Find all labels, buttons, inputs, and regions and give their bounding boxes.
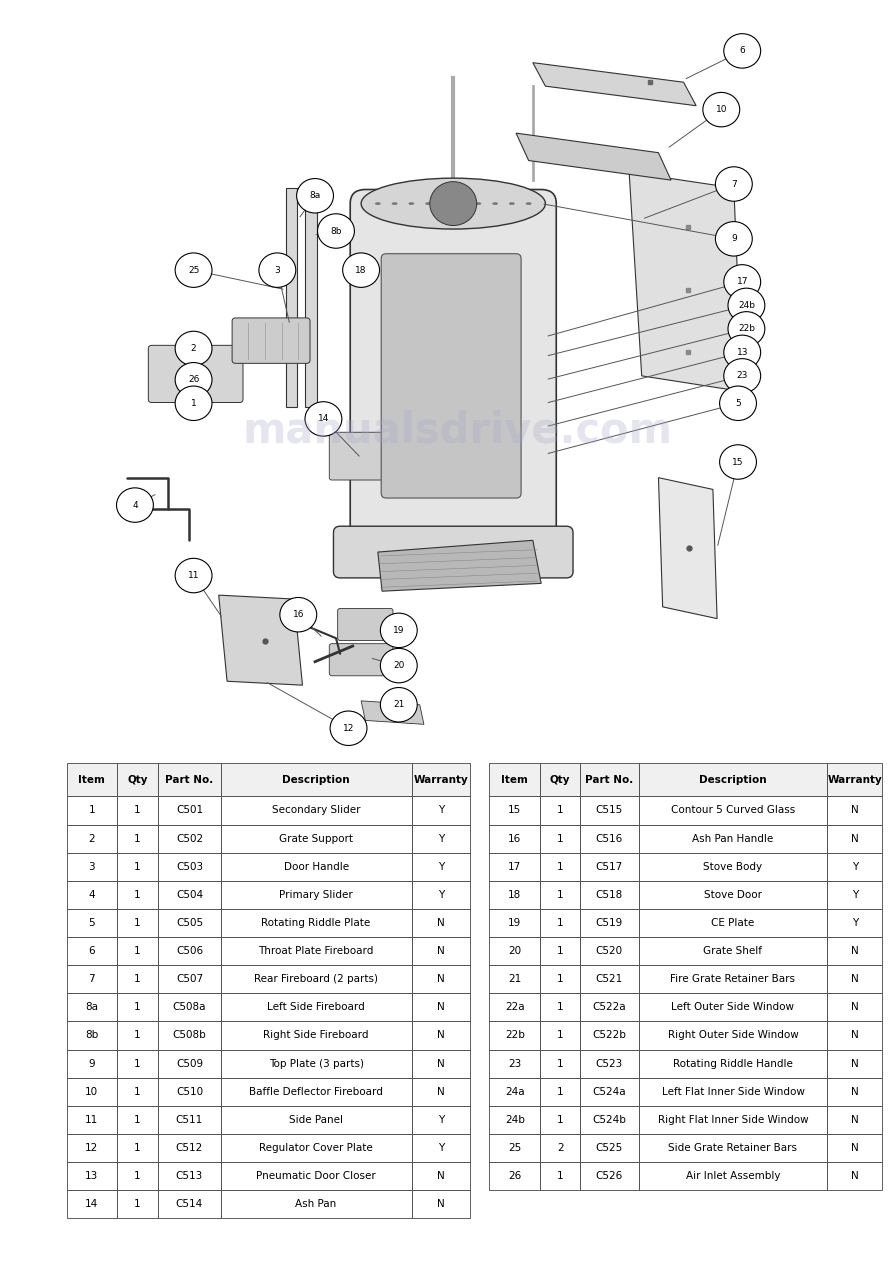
- Polygon shape: [378, 541, 541, 591]
- Circle shape: [430, 182, 477, 226]
- Text: 1: 1: [191, 399, 196, 408]
- Text: 8b: 8b: [330, 226, 342, 235]
- Circle shape: [259, 253, 296, 288]
- Ellipse shape: [375, 202, 380, 205]
- Polygon shape: [219, 595, 303, 685]
- FancyBboxPatch shape: [350, 189, 556, 554]
- Text: 4: 4: [132, 500, 138, 509]
- Ellipse shape: [459, 202, 464, 205]
- Circle shape: [728, 288, 764, 322]
- Polygon shape: [516, 133, 671, 181]
- Text: 25: 25: [188, 265, 199, 274]
- Circle shape: [116, 488, 154, 523]
- Ellipse shape: [392, 202, 397, 205]
- Text: 18: 18: [355, 265, 367, 274]
- Ellipse shape: [526, 202, 531, 205]
- Circle shape: [724, 34, 761, 68]
- Text: 24b: 24b: [738, 301, 755, 309]
- Circle shape: [724, 265, 761, 299]
- Text: 11: 11: [188, 571, 199, 580]
- Polygon shape: [361, 701, 424, 725]
- Text: 21: 21: [393, 700, 405, 710]
- Text: 10: 10: [715, 105, 727, 114]
- FancyBboxPatch shape: [232, 318, 310, 364]
- Circle shape: [724, 335, 761, 370]
- FancyBboxPatch shape: [338, 609, 393, 640]
- Circle shape: [318, 213, 355, 249]
- Text: 7: 7: [731, 179, 737, 188]
- Ellipse shape: [492, 202, 498, 205]
- FancyBboxPatch shape: [148, 345, 243, 403]
- Text: 19: 19: [393, 626, 405, 635]
- Text: 22b: 22b: [738, 325, 755, 333]
- Text: 14: 14: [318, 414, 330, 423]
- FancyBboxPatch shape: [381, 254, 522, 498]
- Ellipse shape: [475, 202, 481, 205]
- Bar: [305, 188, 317, 407]
- Text: 15: 15: [732, 457, 744, 466]
- Circle shape: [175, 362, 212, 397]
- Circle shape: [715, 221, 752, 256]
- Circle shape: [330, 711, 367, 745]
- Circle shape: [305, 402, 342, 436]
- Circle shape: [343, 253, 380, 288]
- Ellipse shape: [425, 202, 431, 205]
- Circle shape: [715, 167, 752, 201]
- Circle shape: [175, 253, 212, 288]
- Bar: [286, 188, 297, 407]
- Polygon shape: [630, 172, 742, 392]
- Ellipse shape: [408, 202, 414, 205]
- Circle shape: [280, 597, 317, 632]
- FancyBboxPatch shape: [333, 527, 573, 578]
- Text: 17: 17: [737, 278, 748, 287]
- Text: 5: 5: [735, 399, 741, 408]
- Circle shape: [380, 613, 417, 648]
- Text: 13: 13: [737, 347, 748, 357]
- FancyBboxPatch shape: [330, 644, 393, 676]
- Circle shape: [724, 359, 761, 393]
- Circle shape: [720, 386, 756, 421]
- Circle shape: [175, 386, 212, 421]
- Circle shape: [296, 178, 333, 213]
- Circle shape: [175, 558, 212, 592]
- Text: 2: 2: [191, 344, 196, 352]
- Text: 9: 9: [731, 235, 737, 244]
- Circle shape: [720, 445, 756, 479]
- Text: manualsdrive.com: manualsdrive.com: [242, 409, 672, 452]
- Text: 16: 16: [293, 610, 304, 619]
- Text: 23: 23: [737, 371, 748, 380]
- Circle shape: [728, 312, 764, 346]
- Text: 12: 12: [343, 724, 355, 733]
- Text: 26: 26: [188, 375, 199, 384]
- Text: 8a: 8a: [309, 191, 321, 201]
- Text: 3: 3: [274, 265, 280, 274]
- Text: 20: 20: [393, 661, 405, 671]
- Polygon shape: [533, 63, 697, 106]
- Ellipse shape: [442, 202, 447, 205]
- FancyBboxPatch shape: [330, 432, 397, 480]
- Polygon shape: [658, 477, 717, 619]
- Circle shape: [703, 92, 739, 126]
- Circle shape: [380, 648, 417, 683]
- Circle shape: [380, 687, 417, 722]
- Text: 6: 6: [739, 47, 745, 56]
- Circle shape: [175, 331, 212, 366]
- Ellipse shape: [509, 202, 514, 205]
- Ellipse shape: [361, 178, 546, 229]
